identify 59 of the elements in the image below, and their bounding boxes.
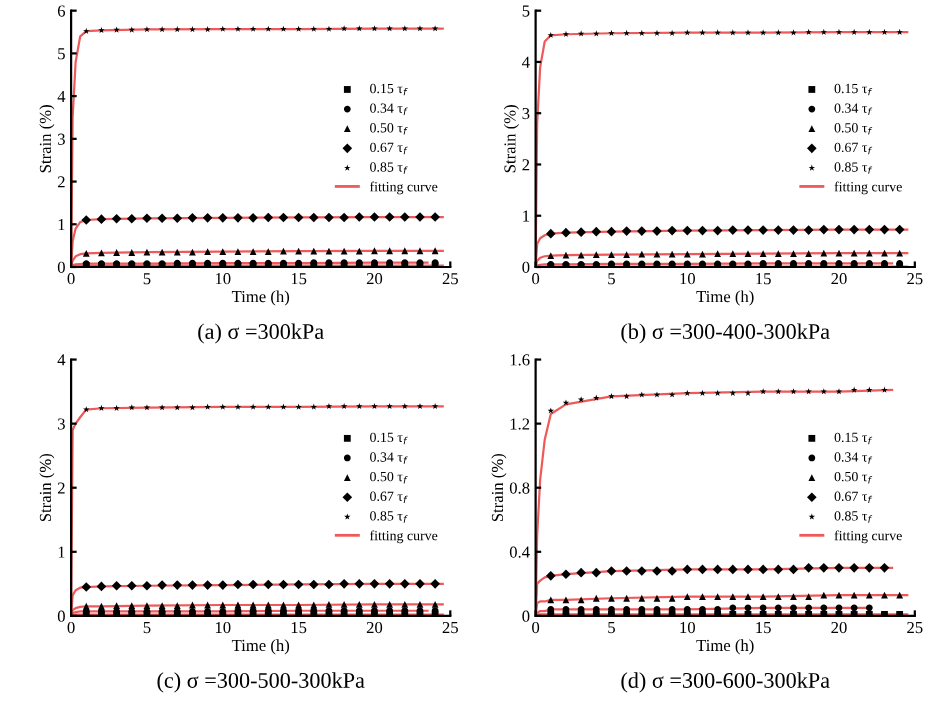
y-axis-title: Strain (%) [39,453,55,522]
text: (b) σ =300-400-300kPa [621,323,830,344]
x-tick-label: 15 [756,622,771,634]
y-tick-label: 0.8 [509,482,530,494]
y-tick-label: 0 [522,610,530,622]
y-tick-label: 1 [58,219,65,231]
y-tick-label: 0 [57,610,65,622]
x-tick-label: 25 [907,273,923,285]
x-tick-label: 10 [680,273,695,285]
x-tick-label: 20 [366,273,383,285]
x-tick-label: 25 [442,273,458,285]
text: (c) σ =300-500-300kPa [157,672,365,693]
x-tick-label: 0 [67,273,75,285]
x-tick-label: 15 [291,273,307,285]
x-tick-label: 0 [532,621,540,634]
x-tick-label: 15 [291,622,307,634]
y-tick-label: 1 [58,546,65,558]
x-tick-label: 5 [143,273,151,285]
y-tick-label: 0 [57,261,65,273]
x-tick-label: 20 [831,621,847,634]
y-tick-label: 2 [57,482,65,494]
x-tick-label: 10 [215,273,231,285]
x-tick-label: 25 [442,621,458,634]
x-axis-title: Time (h) [696,639,754,655]
y-tick-label: 0.4 [509,546,530,558]
x-tick-label: 5 [143,622,151,634]
x-tick-label: 5 [608,273,615,285]
y-tick-label: 4 [57,90,66,102]
y-tick-label: 5 [522,5,530,17]
x-tick-label: 10 [680,621,695,634]
y-tick-label: 1 [523,210,530,222]
x-tick-label: 0 [67,621,75,634]
x-tick-label: 20 [366,621,383,634]
y-tick-label: 2 [57,176,65,188]
y-tick-label: 1.2 [510,418,530,430]
y-tick-label: 4 [522,56,530,68]
y-tick-label: 3 [522,107,530,120]
y-tick-label: 0 [522,261,530,273]
x-tick-label: 25 [907,621,923,634]
y-tick-label: 1.6 [510,354,530,366]
y-axis-title: Strain (%) [503,105,519,173]
y-axis-title: Strain (%) [39,105,55,173]
x-tick-label: 20 [831,273,847,285]
y-tick-label: 6 [57,5,66,17]
text: (d) σ =300-600-300kPa [621,672,830,693]
x-tick-label: 0 [532,273,540,285]
y-tick-label: 4 [57,354,66,366]
x-axis-title: Time (h) [231,290,290,306]
x-tick-label: 10 [215,621,231,634]
x-tick-label: 5 [608,622,615,634]
y-tick-label: 3 [58,418,65,430]
y-tick-label: 2 [522,159,530,171]
x-axis-title: Time (h) [231,639,290,655]
text: (a) σ =300kPa [198,323,324,344]
x-axis-title: Time (h) [696,290,754,306]
y-tick-label: 5 [58,48,65,60]
y-axis-title: Strain (%) [491,453,507,522]
x-tick-label: 15 [756,273,771,285]
y-tick-label: 3 [58,133,65,145]
